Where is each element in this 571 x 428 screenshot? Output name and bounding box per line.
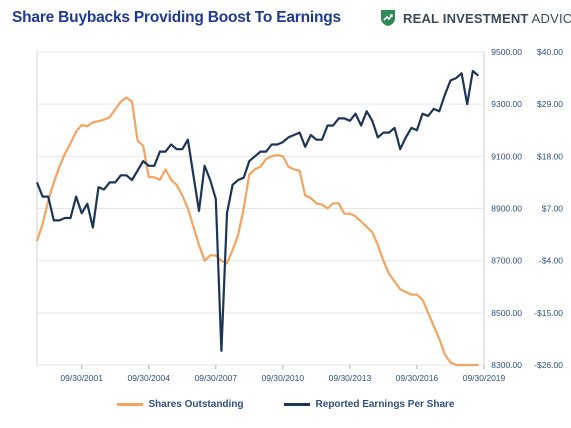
right-axis-tick-label: $29.00	[537, 99, 563, 109]
series-line-shares-outstanding	[35, 96, 479, 367]
left-axis-tick-label: 9300.00	[491, 99, 522, 109]
x-axis-tick-label: 09/30/2019	[463, 373, 506, 383]
right-axis-ticks: $40.00 $29.00 $18.00 $7.00 -$4.00 -$15.00 -$26…	[534, 47, 563, 370]
brand-name-light: ADVICE	[531, 10, 571, 26]
x-axis-ticks: 09/30/2001 09/30/2004 09/30/2007 09/30/2010…	[60, 365, 506, 383]
legend-item-eps: Reported Earnings Per Share	[283, 399, 455, 410]
brand-name-bold: REAL INVESTMENT	[403, 10, 529, 26]
legend-label-shares: Shares Outstanding	[148, 399, 244, 410]
left-axis-tick-label: 8700.00	[491, 256, 522, 266]
left-axis-ticks: 9500.00 9300.00 9100.00 8900.00 8700.00 8500.…	[491, 47, 522, 370]
gridlines	[37, 51, 484, 366]
brand-mark-icon	[381, 10, 395, 26]
right-axis-tick-label: -$26.00	[534, 360, 563, 370]
series-line-reported-eps	[35, 69, 480, 352]
left-axis-tick-label: 9100.00	[491, 151, 522, 161]
legend-item-shares: Shares Outstanding	[116, 399, 244, 410]
left-axis-tick-label: 9500.00	[491, 47, 522, 57]
x-axis-tick-label: 09/30/2013	[329, 373, 372, 383]
left-axis-tick-label: 8500.00	[491, 308, 522, 318]
legend-swatch-eps	[283, 403, 310, 406]
series-lines	[35, 69, 480, 367]
x-axis-tick-label: 09/30/2016	[396, 373, 439, 383]
right-axis-tick-label: $7.00	[542, 204, 564, 214]
left-axis-tick-label: 8300.00	[491, 360, 522, 370]
right-axis-tick-label: $40.00	[537, 47, 563, 57]
x-axis-tick-label: 09/30/2004	[127, 373, 170, 383]
legend-swatch-shares	[116, 403, 143, 406]
right-axis-tick-label: $18.00	[537, 151, 563, 161]
legend: Shares Outstanding Reported Earnings Per…	[0, 399, 571, 410]
x-axis-tick-label: 09/30/2010	[262, 373, 305, 383]
brand-name: REAL INVESTMENT ADVICE	[403, 11, 571, 26]
x-axis-tick-label: 09/30/2001	[60, 373, 103, 383]
left-axis-tick-label: 8900.00	[491, 204, 522, 214]
brand-logo: REAL INVESTMENT ADVICE	[379, 9, 571, 27]
right-axis-tick-label: -$4.00	[539, 256, 563, 266]
chart-title: Share Buybacks Providing Boost To Earnin…	[12, 9, 341, 26]
x-axis-tick-label: 09/30/2007	[195, 373, 238, 383]
legend-label-eps: Reported Earnings Per Share	[315, 399, 455, 410]
right-axis-tick-label: -$15.00	[534, 308, 563, 318]
